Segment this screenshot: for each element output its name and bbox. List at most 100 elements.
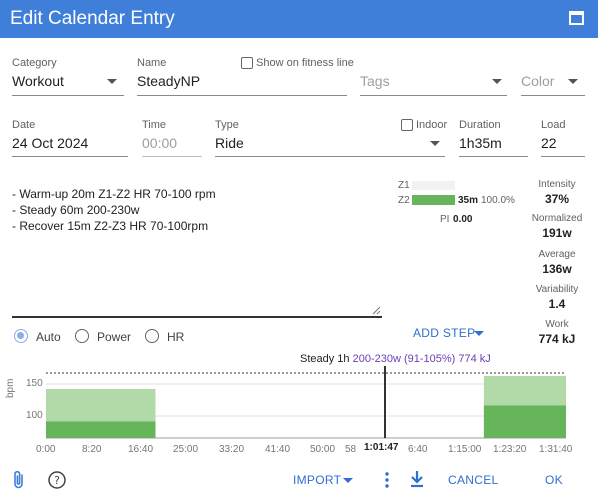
stat-intensity-label: Intensity [538, 179, 576, 190]
load-label: Load [541, 119, 566, 131]
title-bar: Edit Calendar Entry [0, 0, 598, 38]
cursor-time-label: 1:01:47 [361, 442, 402, 453]
svg-text:?: ? [54, 474, 60, 487]
duration-underline [459, 156, 528, 157]
color-select[interactable]: Color [521, 73, 555, 89]
step-low-bar [483, 405, 566, 438]
name-underline [137, 95, 347, 96]
zone-z2-bar [412, 195, 455, 205]
date-input[interactable]: 24 Oct 2024 [12, 135, 89, 151]
stat-normalized-value: 191w [542, 226, 572, 240]
stat-average-label: Average [538, 249, 576, 260]
stat-variability-value: 1.4 [548, 297, 566, 311]
ytick-label: 150 [26, 378, 43, 389]
show-fitness-checkbox[interactable] [241, 57, 253, 69]
type-select[interactable]: Ride [215, 135, 244, 151]
tags-underline [360, 95, 507, 96]
import-button[interactable]: IMPORT [293, 473, 341, 487]
maximize-icon[interactable] [569, 11, 584, 25]
category-underline [12, 95, 124, 96]
mode-power-radio[interactable] [75, 329, 89, 343]
hover-step: Steady 1h [300, 353, 350, 365]
xtick-label: 25:00 [173, 444, 199, 455]
hover-detail: 200-230w (91-105%) 774 kJ [352, 353, 491, 365]
xtick-label: 50:00 [310, 444, 336, 455]
load-input[interactable]: 22 [541, 135, 557, 151]
type-chevron-down-icon[interactable] [430, 141, 440, 146]
cancel-label: CANCEL [448, 473, 499, 487]
ytick-label: 100 [26, 410, 43, 421]
xtick-label: 41:40 [265, 444, 291, 455]
time-underline [142, 156, 202, 157]
stat-average-value: 136w [542, 262, 572, 276]
pi-value: 0.00 [453, 214, 473, 225]
load-underline [541, 156, 585, 157]
type-underline [215, 156, 445, 157]
mode-hr-label: HR [167, 330, 185, 344]
add-step-button[interactable]: ADD STEP [413, 326, 475, 340]
ok-button[interactable]: OK [545, 473, 563, 487]
show-fitness-label: Show on fitness line [256, 57, 354, 69]
more-vert-icon[interactable] [383, 470, 391, 490]
window-title: Edit Calendar Entry [10, 8, 175, 29]
date-label: Date [12, 119, 36, 131]
zone-z2-label: Z2 [398, 195, 410, 206]
import-chevron-down-icon[interactable] [343, 478, 353, 483]
stat-work-value: 774 kJ [538, 332, 576, 346]
hover-info: Steady 1h 200-230w (91-105%) 774 kJ [300, 353, 491, 365]
ok-label: OK [545, 473, 563, 487]
category-chevron-down-icon[interactable] [107, 79, 117, 84]
download-icon[interactable] [409, 470, 425, 488]
stat-normalized-label: Normalized [531, 213, 583, 224]
mode-power-label: Power [97, 330, 132, 344]
pi-label: PI [440, 214, 450, 225]
xtick-label: 0:00 [36, 444, 56, 455]
stat-variability-label: Variability [535, 284, 579, 295]
indoor-checkbox[interactable] [401, 119, 413, 131]
time-input[interactable]: 00:00 [142, 135, 178, 151]
zone-z1-label: Z1 [398, 180, 410, 191]
zone-z2-track [412, 195, 455, 205]
mode-hr-radio[interactable] [145, 329, 159, 343]
type-label: Type [215, 119, 239, 131]
category-select[interactable]: Workout [12, 73, 64, 89]
zone-z1-bar [412, 181, 455, 190]
tags-chevron-down-icon[interactable] [492, 79, 502, 84]
color-underline [521, 95, 585, 96]
workout-chart[interactable] [0, 364, 598, 460]
import-label: IMPORT [293, 473, 342, 487]
mode-auto-label: Auto [36, 330, 61, 344]
notes-line: - Steady 60m 200-230w [12, 203, 140, 217]
xtick-label: 58 [345, 444, 357, 455]
name-input[interactable]: SteadyNP [137, 73, 201, 89]
duration-input[interactable]: 1h35m [459, 135, 502, 151]
zone-z2-pct: 100.0% [481, 195, 515, 206]
notes-line: - Recover 15m Z2-Z3 HR 70-100rpm [12, 219, 209, 233]
notes-underline [12, 316, 382, 318]
add-step-chevron-down-icon[interactable] [474, 331, 484, 336]
attachment-icon[interactable] [12, 470, 26, 490]
time-label: Time [142, 119, 167, 131]
xtick-label: 1:23:20 [493, 444, 527, 455]
stat-work-label: Work [545, 319, 569, 330]
mode-auto-radio[interactable] [14, 329, 28, 343]
xtick-label: 33:20 [219, 444, 245, 455]
xtick-label: 16:40 [128, 444, 154, 455]
notes-line: - Warm-up 20m Z1-Z2 HR 70-100 rpm [12, 187, 216, 201]
indoor-label: Indoor [416, 119, 448, 131]
xtick-label: 1:31:40 [539, 444, 573, 455]
tags-select[interactable]: Tags [360, 73, 390, 89]
help-icon[interactable]: ? [47, 470, 67, 490]
duration-label: Duration [459, 119, 501, 131]
zone-z2-time: 35m [458, 195, 479, 206]
cancel-button[interactable]: CANCEL [448, 473, 498, 487]
resize-handle-icon[interactable] [372, 306, 381, 315]
category-label: Category [12, 57, 57, 69]
stat-intensity-value: 37% [544, 192, 570, 206]
add-step-label: ADD STEP [413, 326, 476, 340]
date-underline [12, 156, 128, 157]
step-low-bar [46, 421, 156, 438]
xtick-label: 1:15:00 [448, 444, 482, 455]
workout-notes-textarea[interactable]: - Warm-up 20m Z1-Z2 HR 70-100 rpm - Stead… [12, 186, 216, 234]
color-chevron-down-icon[interactable] [568, 79, 578, 84]
